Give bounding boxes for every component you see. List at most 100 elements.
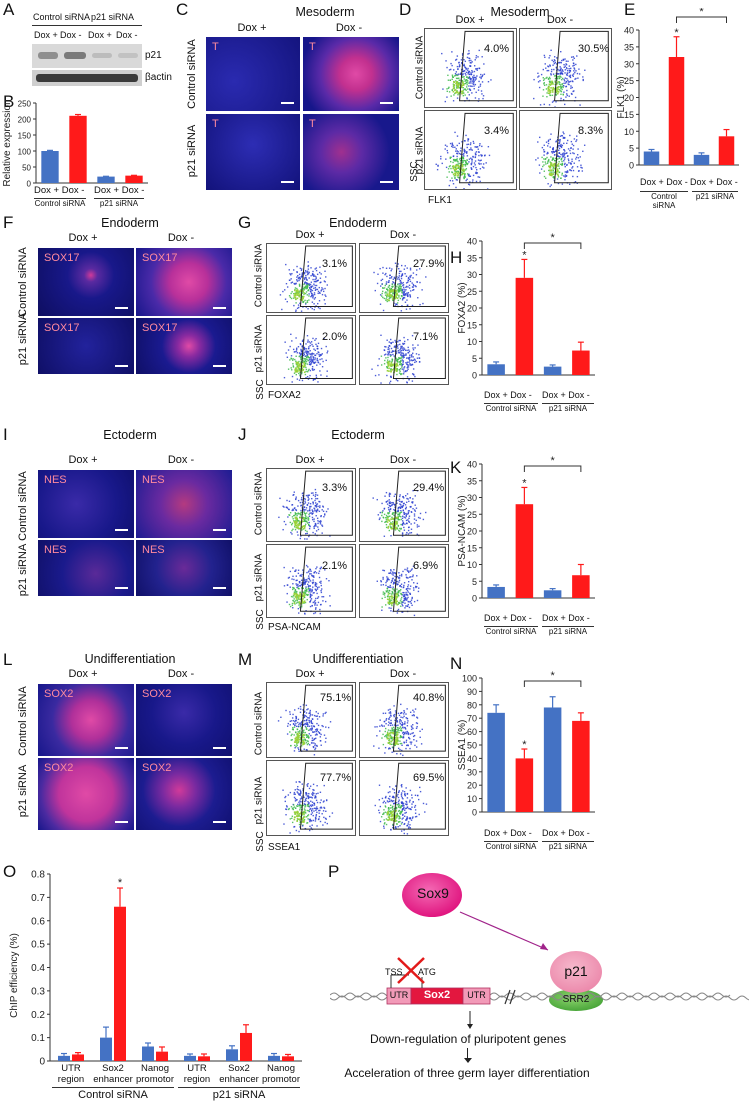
- scatter-point: [303, 581, 305, 583]
- scatter-point: [302, 734, 305, 736]
- y-tick-label: 40: [467, 460, 477, 470]
- scatter-point: [411, 596, 413, 599]
- scatter-point: [549, 146, 551, 148]
- scatter-point: [400, 592, 402, 595]
- scatter-point: [396, 728, 398, 731]
- scatter-point: [403, 711, 406, 713]
- scatter-point: [413, 589, 415, 591]
- scatter-point: [537, 141, 539, 143]
- scatter-point: [305, 366, 307, 369]
- scatter-point: [470, 163, 472, 165]
- scatter-point: [306, 284, 308, 286]
- scatter-point: [314, 306, 316, 308]
- scatter-point: [406, 381, 408, 383]
- scatter-point: [404, 568, 406, 571]
- scatter-point: [556, 92, 559, 95]
- scatter-point: [446, 149, 448, 152]
- scatter-point: [564, 156, 566, 159]
- scatter-point: [310, 361, 313, 364]
- scatter-point: [298, 812, 301, 815]
- scatter-point: [387, 506, 390, 509]
- scatter-point: [322, 506, 325, 508]
- scatter-point: [303, 510, 305, 512]
- stain-label: T: [309, 118, 316, 130]
- panel-a-group-control: Control siRNA: [33, 12, 91, 22]
- scatter-point: [314, 570, 316, 573]
- bar: [69, 115, 87, 183]
- scatter-point: [390, 354, 392, 356]
- scatter-point: [549, 173, 552, 176]
- scatter-point: [388, 284, 391, 287]
- scatter-point: [410, 599, 413, 601]
- scatter-point: [466, 146, 468, 149]
- scatter-point: [389, 502, 392, 505]
- scatter-point: [400, 727, 402, 730]
- scatter-point: [396, 736, 399, 739]
- scatter-point: [315, 343, 317, 346]
- scatter-point: [403, 292, 405, 294]
- scatter-point: [310, 819, 312, 822]
- scatter-point: [416, 490, 419, 492]
- scatter-point: [453, 94, 455, 96]
- scatter-point: [398, 513, 401, 515]
- scatter-point: [299, 516, 302, 519]
- scatter-point: [306, 363, 308, 365]
- scatter-point: [397, 358, 399, 361]
- scatter-point: [395, 731, 398, 733]
- scatter-point: [454, 176, 456, 179]
- scatter-point: [553, 151, 555, 154]
- stain-label: NES: [142, 474, 165, 486]
- scatter-point: [411, 568, 413, 570]
- scatter-point: [400, 830, 403, 832]
- scatter-point: [406, 570, 409, 572]
- scatter-point: [448, 171, 450, 173]
- scatter-point: [560, 90, 562, 92]
- scatter-point: [398, 287, 400, 289]
- scatter-point: [311, 307, 313, 310]
- scatter-point: [297, 499, 300, 502]
- scatter-point: [459, 157, 462, 160]
- scatter-point: [320, 515, 322, 517]
- scatter-point: [385, 520, 388, 523]
- scatter-point: [405, 594, 407, 596]
- scatter-point: [389, 592, 391, 595]
- scatter-point: [296, 596, 298, 599]
- scatter-point: [563, 66, 565, 69]
- scatter-point: [386, 500, 389, 502]
- scatter-point: [401, 368, 404, 370]
- scatter-point: [407, 744, 409, 746]
- scatter-point: [291, 728, 294, 731]
- scatter-point: [390, 607, 392, 609]
- facs-plot: [266, 315, 356, 385]
- scatter-point: [461, 164, 464, 166]
- scatter-point: [387, 527, 389, 529]
- scatter-point: [393, 792, 396, 794]
- scatter-point: [309, 589, 312, 591]
- scatter-point: [310, 274, 312, 277]
- scatter-point: [389, 795, 391, 798]
- scatter-point: [559, 75, 561, 77]
- scatter-point: [289, 832, 291, 834]
- scatter-point: [475, 78, 477, 80]
- scatter-point: [307, 510, 309, 512]
- scatter-point: [392, 826, 394, 829]
- scatter-point: [539, 172, 541, 174]
- scatter-point: [301, 379, 304, 382]
- scatter-point: [389, 804, 392, 806]
- scatter-point: [451, 51, 453, 53]
- stain-label: T: [309, 41, 316, 53]
- scatter-point: [383, 354, 386, 356]
- scatter-point: [448, 184, 451, 187]
- col-label-dox-plus: Dox +: [295, 229, 325, 241]
- scatter-point: [296, 364, 299, 367]
- scatter-point: [394, 503, 396, 506]
- scatter-point: [326, 350, 329, 352]
- scatter-point: [405, 275, 408, 277]
- scatter-point: [411, 714, 414, 717]
- scatter-point: [288, 603, 291, 606]
- scatter-point: [575, 156, 578, 159]
- scatter-point: [471, 76, 474, 78]
- scatter-point: [446, 96, 448, 98]
- scatter-point: [387, 586, 390, 588]
- y-axis-label: FLK1 (%): [616, 76, 627, 118]
